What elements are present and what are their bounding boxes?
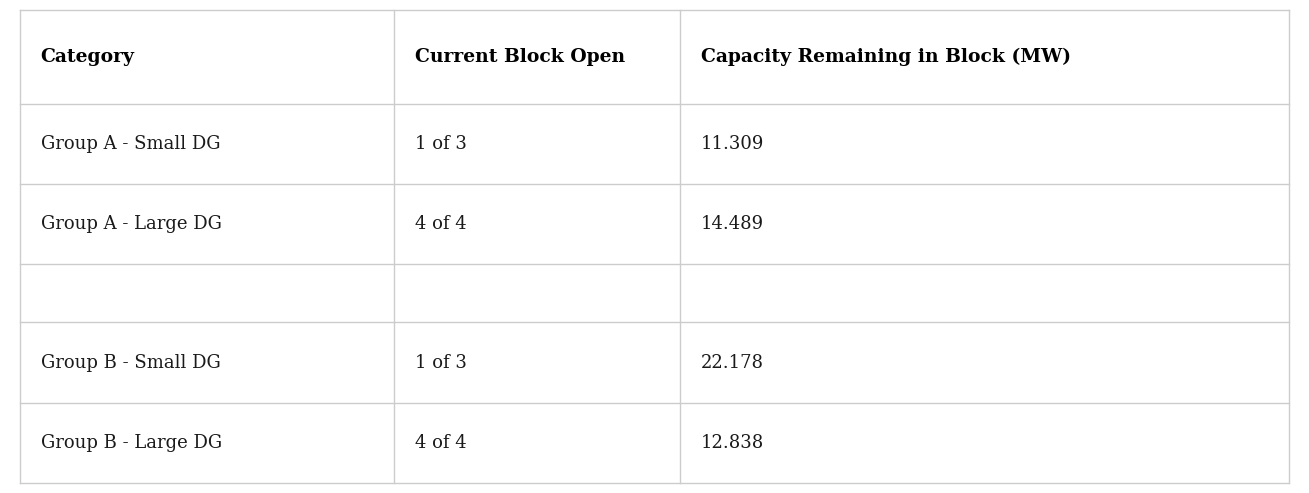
Text: 4 of 4: 4 of 4 (415, 215, 467, 233)
Text: 1 of 3: 1 of 3 (415, 353, 467, 372)
Text: 1 of 3: 1 of 3 (415, 135, 467, 153)
Text: 12.838: 12.838 (700, 434, 764, 452)
Text: 4 of 4: 4 of 4 (415, 434, 467, 452)
Text: Current Block Open: Current Block Open (415, 48, 626, 66)
Text: Group B - Small DG: Group B - Small DG (41, 353, 220, 372)
Text: Group B - Large DG: Group B - Large DG (41, 434, 221, 452)
Text: Group A - Large DG: Group A - Large DG (41, 215, 221, 233)
Text: Capacity Remaining in Block (MW): Capacity Remaining in Block (MW) (700, 48, 1071, 66)
Text: 22.178: 22.178 (700, 353, 764, 372)
Text: 14.489: 14.489 (700, 215, 764, 233)
Text: Category: Category (41, 48, 135, 66)
Text: Group A - Small DG: Group A - Small DG (41, 135, 220, 153)
Text: 11.309: 11.309 (700, 135, 764, 153)
